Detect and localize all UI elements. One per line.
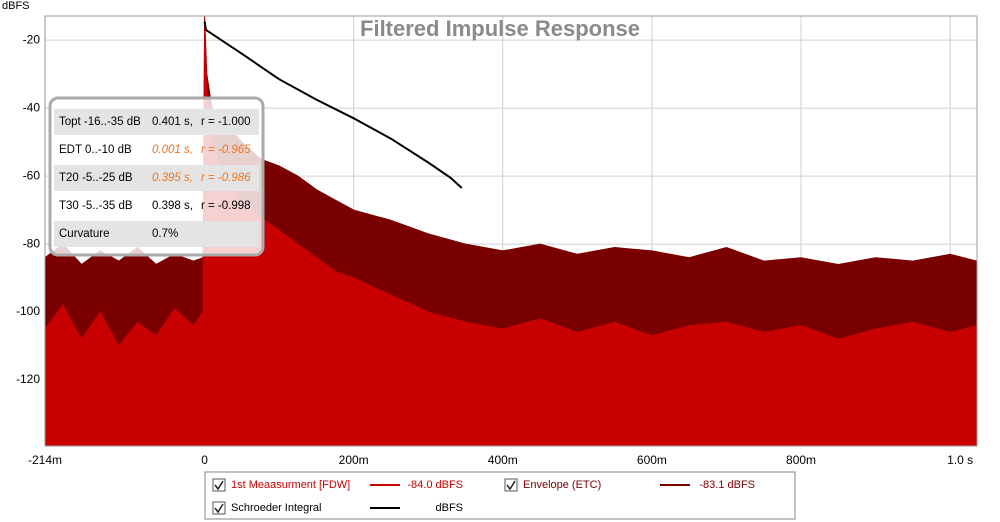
x-tick-label: 600m (637, 453, 667, 467)
table-label: Curvature (59, 228, 110, 240)
table-label: T20 -5..-25 dB (59, 172, 133, 184)
legend-checkbox[interactable] (504, 478, 518, 492)
legend-check (506, 480, 516, 491)
plot-border (44, 15, 978, 447)
legend-check (214, 503, 224, 514)
x-tick-label: 1.0 s (947, 453, 973, 467)
y-tick-label: -40 (23, 100, 41, 114)
x-tick-label: 400m (488, 453, 518, 467)
legend-readout: -83.1 dBFS (699, 479, 755, 491)
table-value: 0.395 s, (152, 172, 193, 184)
legend-checkbox[interactable] (212, 478, 226, 492)
legend-check (214, 480, 224, 491)
axes: -20 -40 -60 -80 -100 -120 -214m 0 200m 400m 600m 80… (16, 32, 973, 467)
table-r: r = -0.998 (201, 200, 251, 212)
table-value: 0.001 s, (152, 144, 193, 156)
y-tick-label: -120 (16, 372, 40, 386)
y-axis-label: dBFS (2, 0, 30, 12)
y-tick-label: -20 (23, 32, 41, 46)
legend-label: Schroeder Integral (231, 502, 322, 514)
marks (44, 16, 978, 447)
table-value: 0.401 s, (152, 116, 193, 128)
series-line (203, 21, 463, 189)
legend-label: Envelope (ETC) (523, 479, 601, 491)
x-tick-label: 800m (786, 453, 816, 467)
table-label: Topt -16..-35 dB (59, 116, 141, 128)
table-label: EDT 0..-10 dB (59, 144, 132, 156)
decay-table: Topt -16..-35 dB 0.401 s, r = -1.000 EDT 0.… (54, 109, 259, 247)
legend-readout: -84.0 dBFS (407, 479, 463, 491)
table-value: 0.398 s, (152, 200, 193, 212)
x-tick-label: -214m (28, 453, 62, 467)
table-r: r = -1.000 (201, 116, 251, 128)
legend-box (204, 471, 796, 520)
table-r: r = -0.986 (201, 172, 251, 184)
x-tick-label: 0 (201, 453, 208, 467)
table-row-bg (54, 221, 259, 247)
legend-label: 1st Meaasurment [FDW] (231, 479, 350, 491)
chart-title: Filtered Impulse Response (360, 16, 640, 41)
table-value: 0.7% (152, 228, 178, 240)
table-label: T30 -5..-35 dB (59, 200, 133, 212)
legend-checkbox[interactable] (212, 501, 226, 515)
table-row-bg (54, 165, 259, 191)
legend: 1st Meaasurment [FDW] -84.0 dBFS Envelope … (212, 478, 755, 515)
table-r: r = -0.965 (201, 144, 251, 156)
y-tick-label: -60 (23, 168, 41, 182)
y-tick-label: -100 (16, 304, 40, 318)
table-row-bg (54, 109, 259, 135)
x-tick-label: 200m (339, 453, 369, 467)
series-area (44, 19, 978, 447)
legend-readout: dBFS (435, 502, 463, 514)
y-tick-label: -80 (23, 236, 41, 250)
